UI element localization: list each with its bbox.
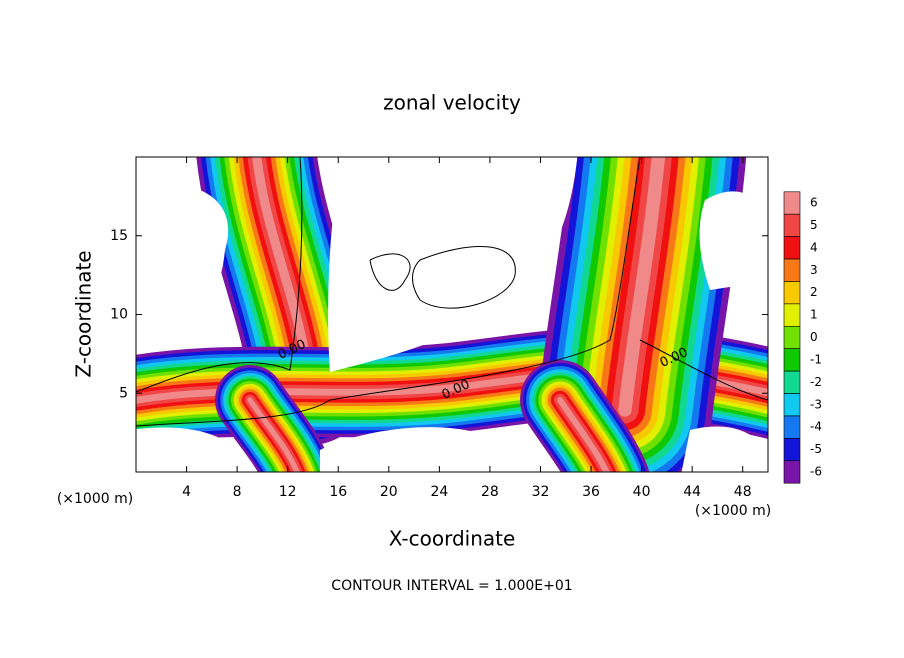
field-band: [247, 397, 300, 472]
y-tick-label: 5: [119, 385, 128, 401]
x-tick-label: 48: [734, 484, 752, 500]
colorbar-label: 3: [810, 263, 818, 277]
x-tick-label: 28: [481, 484, 499, 500]
colorbar-box: [783, 460, 801, 484]
colorbar-label: -1: [810, 352, 822, 366]
field-calm: [320, 427, 524, 472]
colorbar-label: -2: [810, 375, 822, 389]
x-tick-label: 32: [532, 484, 550, 500]
colorbar-label: -5: [810, 442, 822, 456]
colorbar-label: -3: [810, 397, 822, 411]
colorbar-box: [783, 191, 801, 215]
y-tick-label: 10: [110, 307, 128, 323]
x-tick-label: 44: [683, 484, 701, 500]
footer: CONTOUR INTERVAL = 1.000E+01: [331, 578, 572, 594]
colorbar-box: [783, 438, 801, 462]
field-calm: [136, 427, 246, 472]
x-tick-label: 16: [329, 484, 347, 500]
field: [136, 157, 768, 472]
x-tick-label: 24: [430, 484, 448, 500]
x-tick-label: 40: [633, 484, 651, 500]
x-tick-label: 20: [380, 484, 398, 500]
colorbar-label: 2: [810, 285, 818, 299]
x-unit: (×1000 m): [695, 503, 771, 519]
colorbar-box: [783, 370, 801, 394]
colorbar-box: [783, 303, 801, 327]
x-tick-label: 12: [279, 484, 297, 500]
colorbar-label: 4: [810, 240, 818, 254]
y-unit: (×1000 m): [57, 491, 133, 507]
colorbar-label: 6: [810, 196, 818, 210]
field-calm: [328, 157, 578, 372]
colorbar-label: 0: [810, 330, 818, 344]
colorbar-box: [783, 325, 801, 350]
x-tick-label: 4: [182, 484, 191, 500]
colorbar-box: [783, 281, 801, 305]
colorbar-box: [783, 236, 801, 260]
y-tick-label: 15: [110, 228, 128, 244]
x-tick-label: 36: [582, 484, 600, 500]
colorbar-label: 1: [810, 308, 818, 322]
contour-line: [136, 157, 303, 393]
colorbar-box: [783, 258, 801, 282]
colorbar-box: [783, 213, 801, 237]
field-band: [618, 157, 666, 417]
field-band: [556, 396, 610, 472]
x-tick-label: 8: [233, 484, 242, 500]
y-axis-label: Z-coordinate: [72, 250, 96, 377]
colorbar-label: -6: [810, 465, 822, 479]
colorbar-box: [783, 348, 801, 372]
colorbar-box: [783, 393, 801, 417]
colorbar-label: -4: [810, 420, 822, 434]
field-calm: [699, 191, 768, 290]
contour-line: [639, 339, 768, 401]
chart-title: zonal velocity: [383, 91, 521, 115]
colorbar-box: [783, 415, 801, 439]
contour-line: [412, 246, 516, 309]
colorbar-label: 5: [810, 218, 818, 232]
contour-line: [136, 157, 641, 427]
field-calm: [136, 182, 229, 335]
x-axis-label: X-coordinate: [389, 527, 516, 551]
contour-line: [369, 253, 411, 291]
field-calm: [681, 426, 768, 472]
